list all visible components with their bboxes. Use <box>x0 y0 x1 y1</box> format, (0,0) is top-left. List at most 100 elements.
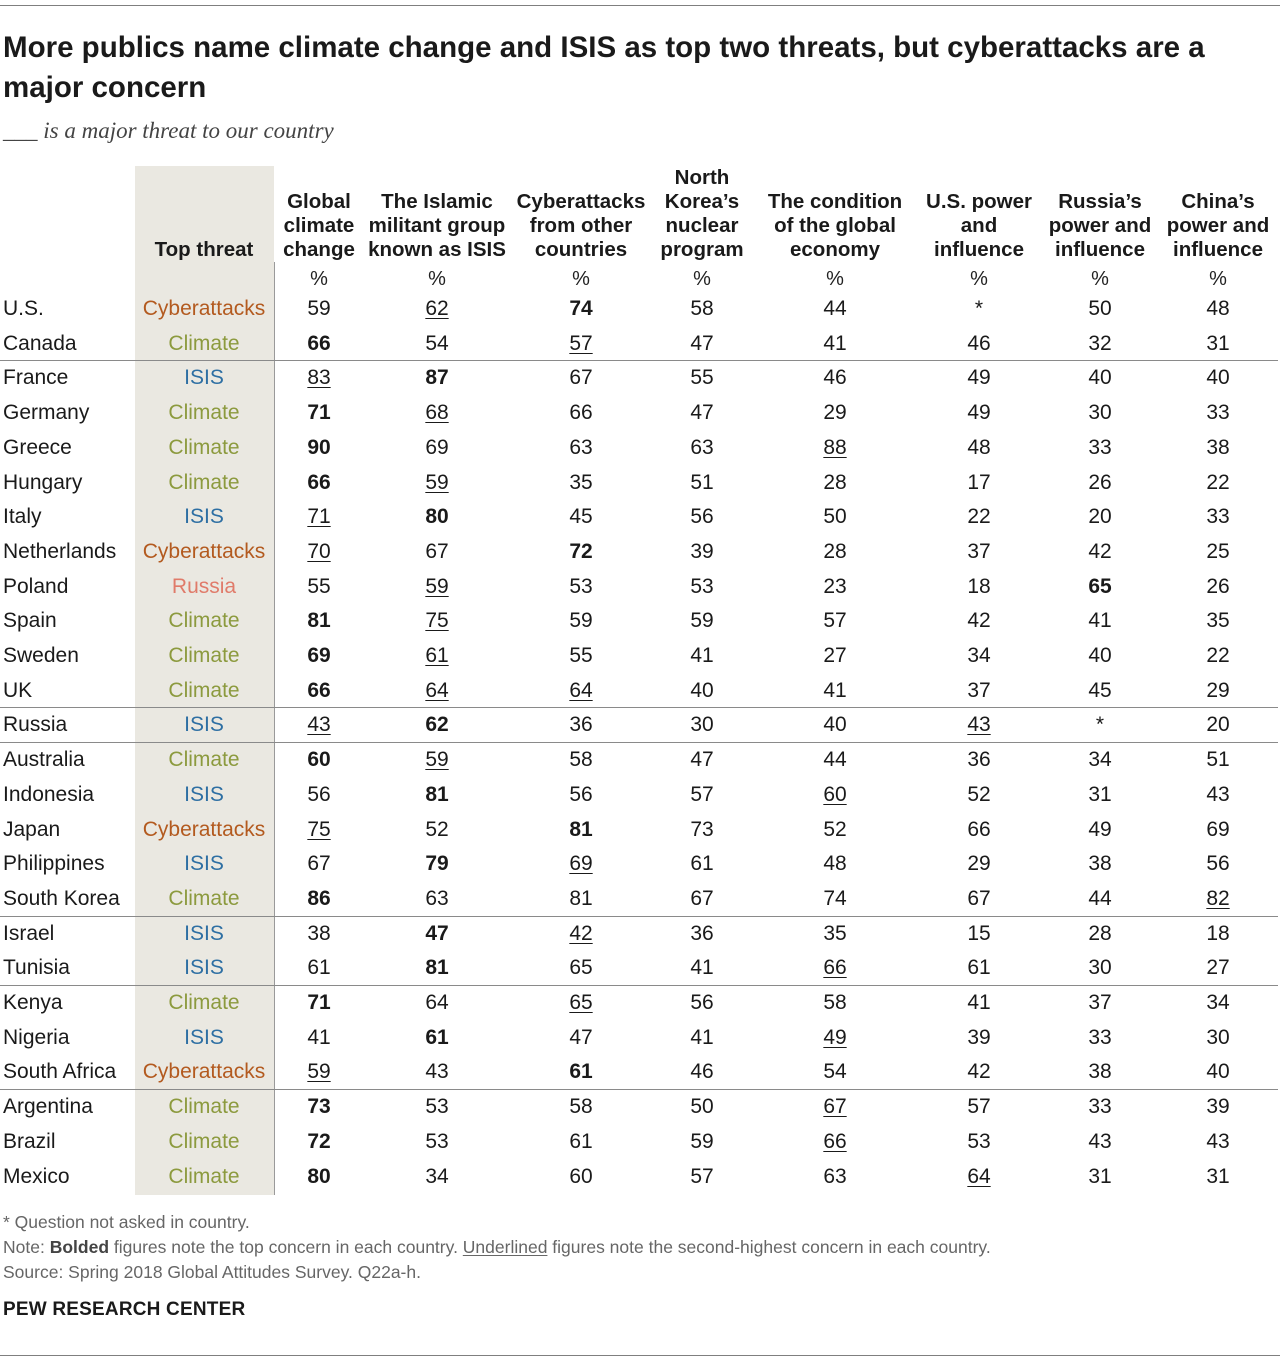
value-cell: 59 <box>425 574 449 598</box>
asterisk-note: * Question not asked in country. <box>3 1212 250 1232</box>
value-cell: 74 <box>569 297 593 320</box>
percent-label-1: % <box>428 268 446 290</box>
value-cell: 35 <box>1206 609 1230 633</box>
bottom-rule <box>0 1355 1280 1356</box>
value-cell: 72 <box>307 1129 331 1153</box>
column-header-3: North Korea’s nuclear program <box>660 166 744 261</box>
value-cell: 47 <box>425 921 449 945</box>
top-threat-column-background <box>135 166 274 1195</box>
top-threat-label: Climate <box>168 609 240 633</box>
column-header-2: Cyberattacks from other countries <box>516 190 646 261</box>
value-cell: 69 <box>1206 817 1230 841</box>
table-row: Argentina Climate 73 53 58 50 67 57 33 39 <box>0 1090 1278 1124</box>
value-cell: 33 <box>1206 505 1230 529</box>
value-cell: 64 <box>425 678 449 702</box>
value-cell: 63 <box>823 1164 847 1188</box>
value-cell: 61 <box>425 644 449 667</box>
value-cell: 43 <box>307 713 331 737</box>
value-cell: 60 <box>823 782 847 806</box>
value-cell: 42 <box>1088 539 1112 563</box>
table-row: Kenya Climate 71 64 65 56 58 41 37 34 <box>0 986 1278 1020</box>
value-cell: 88 <box>823 435 847 459</box>
value-cell: 22 <box>1206 470 1230 494</box>
value-cell: 62 <box>425 713 449 737</box>
value-cell: 59 <box>307 1060 331 1084</box>
value-cell: 52 <box>823 817 847 841</box>
value-cell: 42 <box>569 921 593 945</box>
value-cell: 18 <box>1206 921 1230 945</box>
top-threat-label: Climate <box>168 401 240 425</box>
value-cell: 83 <box>307 366 331 390</box>
value-cell: 81 <box>569 886 593 910</box>
value-cell: 44 <box>823 297 847 320</box>
top-threat-label: Climate <box>168 1095 240 1119</box>
value-cell: 66 <box>823 956 847 980</box>
value-cell: 43 <box>967 713 991 737</box>
value-cell: 38 <box>1088 1060 1112 1084</box>
percent-label-4: % <box>826 268 844 290</box>
value-cell: 50 <box>1088 297 1112 320</box>
value-cell: 68 <box>425 401 449 425</box>
value-cell: 41 <box>1088 609 1112 633</box>
note-suffix: figures note the second-highest concern … <box>547 1237 991 1257</box>
percent-label-0: % <box>310 268 328 290</box>
value-cell: 60 <box>307 748 331 772</box>
table-row: Greece Climate 90 69 63 63 88 48 33 38 <box>0 431 1278 465</box>
value-cell: * <box>974 297 984 320</box>
value-cell: 80 <box>425 505 449 529</box>
value-cell: 69 <box>425 435 449 459</box>
top-threat-label: ISIS <box>184 782 224 806</box>
top-threat-label: ISIS <box>184 505 224 529</box>
value-cell: 81 <box>425 782 449 806</box>
column-header-6: Russia’s power and influence <box>1048 190 1152 261</box>
value-cell: 81 <box>569 817 593 841</box>
top-threat-label: Climate <box>168 748 240 772</box>
value-cell: 66 <box>307 331 331 355</box>
value-cell: 54 <box>823 1060 847 1084</box>
note-bold-word: Bolded <box>49 1237 110 1257</box>
value-cell: 48 <box>967 435 991 459</box>
value-cell: 33 <box>1206 401 1230 425</box>
value-cell: 25 <box>1206 539 1230 563</box>
country-name: Japan <box>3 817 61 841</box>
top-threat-label: Cyberattacks <box>142 1060 266 1084</box>
value-cell: 67 <box>425 539 449 563</box>
value-cell: 40 <box>1088 366 1112 390</box>
value-cell: 23 <box>823 574 847 598</box>
table-row: South Korea Climate 86 63 81 67 74 67 44 82 <box>0 882 1278 916</box>
value-cell: 31 <box>1206 1164 1230 1188</box>
value-cell: 33 <box>1088 435 1112 459</box>
table-row: France ISIS 83 87 67 55 46 49 40 40 <box>0 361 1278 395</box>
table-row: Philippines ISIS 67 79 69 61 48 29 38 56 <box>0 847 1278 881</box>
top-threat-label: Climate <box>168 1129 240 1153</box>
value-cell: 49 <box>967 401 991 425</box>
value-cell: 49 <box>1088 817 1112 841</box>
value-cell: 41 <box>690 644 714 667</box>
value-cell: 70 <box>307 539 331 563</box>
column-header-0: Global climate change <box>283 190 355 261</box>
percent-label-7: % <box>1209 268 1227 290</box>
percent-label-5: % <box>970 268 988 290</box>
column-header-1: The Islamic militant group known as ISIS <box>368 190 506 261</box>
value-cell: 31 <box>1088 1164 1112 1188</box>
value-cell: 46 <box>690 1060 714 1084</box>
country-name: Argentina <box>3 1095 93 1119</box>
value-cell: 32 <box>1088 331 1112 355</box>
value-cell: 33 <box>1088 1025 1112 1049</box>
value-cell: 18 <box>967 574 991 598</box>
value-cell: 81 <box>425 956 449 980</box>
country-name: Australia <box>3 748 85 772</box>
table-row: Hungary Climate 66 59 35 51 28 17 26 22 <box>0 466 1278 500</box>
chart-subtitle: ___ is a major threat to our country <box>3 118 334 143</box>
table-row: Netherlands Cyberattacks 70 67 72 39 28 37 42 25 <box>0 535 1278 569</box>
table-row: Australia Climate 60 59 58 47 44 36 34 51 <box>0 743 1278 777</box>
value-cell: 26 <box>1206 574 1230 598</box>
country-name: Kenya <box>3 991 63 1014</box>
value-cell: 66 <box>823 1129 847 1153</box>
value-cell: 71 <box>307 991 331 1014</box>
value-cell: 36 <box>967 748 991 772</box>
value-cell: 65 <box>1088 574 1112 598</box>
table-row: Italy ISIS 71 80 45 56 50 22 20 33 <box>0 500 1278 534</box>
value-cell: 48 <box>1206 297 1230 320</box>
value-cell: 66 <box>967 817 991 841</box>
